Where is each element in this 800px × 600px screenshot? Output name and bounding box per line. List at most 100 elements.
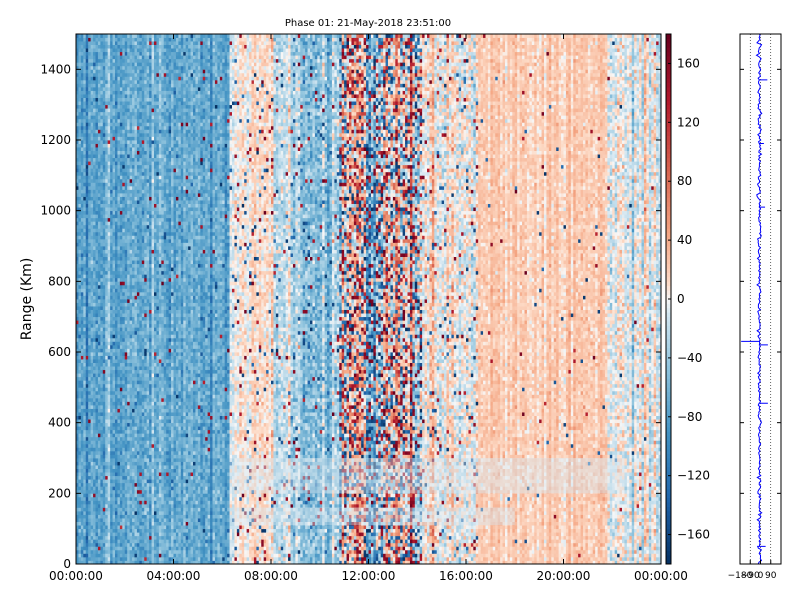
heatmap-cell: [107, 511, 111, 515]
heatmap-cell: [139, 111, 143, 116]
heatmap-cell: [141, 408, 145, 413]
heatmap-cell: [100, 458, 104, 462]
heatmap-cell: [132, 87, 135, 91]
heatmap-cell: [117, 161, 121, 166]
heatmap-cell: [83, 489, 87, 494]
heatmap-cell: [97, 352, 101, 356]
heatmap-cell: [144, 125, 148, 130]
heatmap-cell: [85, 327, 89, 332]
heatmap-cell: [127, 539, 131, 544]
heatmap-cell: [115, 235, 118, 240]
heatmap-cell: [110, 231, 113, 236]
heatmap-cell: [117, 405, 121, 409]
heatmap-cell: [102, 553, 106, 558]
heatmap-cell: [93, 79, 96, 84]
heatmap-cell: [115, 299, 118, 303]
heatmap-cell: [154, 125, 157, 130]
heatmap-cell: [112, 503, 116, 508]
heatmap-cell: [124, 203, 128, 208]
heatmap-cell: [90, 373, 94, 378]
heatmap-cell: [97, 475, 101, 480]
heatmap-cell: [107, 150, 111, 155]
heatmap-cell: [88, 65, 92, 70]
heatmap-cell: [88, 132, 92, 137]
heatmap-cell: [132, 267, 135, 272]
heatmap-cell: [139, 132, 143, 137]
heatmap-cell: [93, 101, 96, 106]
heatmap-cell: [117, 429, 121, 434]
heatmap-cell: [97, 468, 101, 473]
heatmap-cell: [90, 542, 94, 547]
heatmap-cell: [93, 83, 96, 88]
heatmap-cell: [100, 284, 104, 289]
heatmap-cell: [139, 203, 143, 208]
heatmap-cell: [117, 560, 121, 565]
heatmap-cell: [122, 281, 126, 286]
heatmap-cell: [85, 253, 89, 257]
heatmap-cell: [117, 295, 121, 300]
heatmap-cell: [144, 306, 148, 310]
heatmap-cell: [76, 189, 79, 194]
heatmap-cell: [127, 58, 131, 63]
heatmap-cell: [102, 48, 106, 53]
heatmap-cell: [136, 62, 140, 67]
heatmap-cell: [80, 189, 84, 194]
heatmap-cell: [110, 228, 113, 233]
heatmap-cell: [80, 405, 84, 409]
heatmap-cell: [149, 207, 152, 212]
heatmap-cell: [139, 355, 143, 360]
heatmap-cell: [129, 390, 133, 395]
heatmap-cell: [132, 419, 135, 424]
heatmap-cell: [127, 97, 131, 102]
heatmap-cell: [76, 549, 79, 554]
heatmap-cell: [97, 200, 101, 204]
heatmap-cell: [100, 281, 104, 286]
heatmap-cell: [117, 284, 121, 289]
heatmap-cell: [129, 231, 133, 236]
heatmap-cell: [80, 118, 84, 123]
heatmap-cell: [102, 111, 106, 116]
heatmap-cell: [127, 458, 131, 462]
heatmap-cell: [90, 426, 94, 431]
heatmap-cell: [102, 129, 106, 134]
heatmap-cell: [154, 284, 157, 289]
heatmap-cell: [136, 69, 140, 74]
heatmap-cell: [156, 412, 160, 416]
heatmap-cell: [139, 503, 143, 508]
heatmap-cell: [80, 535, 84, 540]
heatmap-cell: [136, 118, 140, 123]
heatmap-cell: [139, 34, 143, 38]
heatmap-cell: [100, 200, 104, 204]
heatmap-cell: [139, 161, 143, 166]
heatmap-cell: [112, 101, 116, 106]
heatmap-cell: [90, 387, 94, 392]
heatmap-cell: [100, 94, 104, 98]
heatmap-cell: [100, 465, 104, 469]
heatmap-cell: [149, 253, 152, 257]
heatmap-cell: [149, 284, 152, 289]
heatmap-cell: [119, 260, 123, 265]
heatmap-cell: [154, 419, 157, 424]
heatmap-cell: [124, 556, 128, 561]
heatmap-cell: [115, 475, 118, 480]
heatmap-cell: [127, 518, 131, 522]
heatmap-cell: [146, 511, 150, 515]
heatmap-cell: [144, 108, 148, 113]
heatmap-cell: [139, 486, 143, 491]
heatmap-cell: [105, 383, 109, 388]
heatmap-cell: [144, 330, 148, 335]
heatmap-cell: [83, 422, 87, 427]
heatmap-cell: [136, 313, 140, 318]
heatmap-cell: [90, 486, 94, 491]
heatmap-cell: [112, 37, 116, 42]
heatmap-cell: [102, 405, 106, 409]
heatmap-cell: [102, 58, 106, 63]
heatmap-cell: [102, 62, 106, 67]
heatmap-cell: [139, 542, 143, 547]
heatmap-cell: [90, 217, 94, 222]
heatmap-cell: [154, 507, 157, 512]
heatmap-cell: [134, 458, 138, 462]
heatmap-cell: [141, 65, 145, 70]
heatmap-cell: [122, 359, 126, 363]
heatmap-cell: [95, 281, 99, 286]
